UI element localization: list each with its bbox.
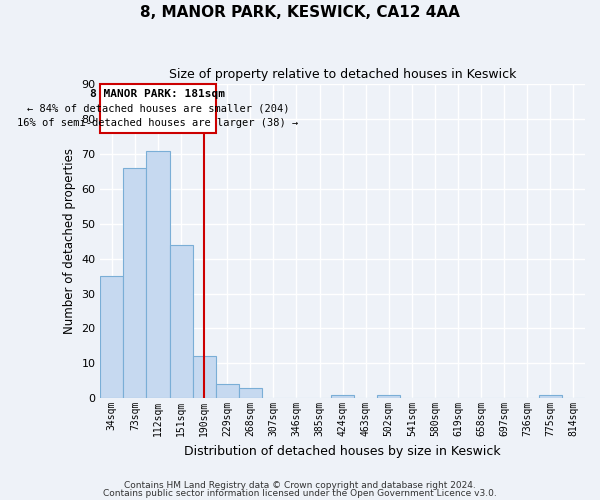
Bar [215, 384, 239, 398]
Bar [100, 276, 124, 398]
Text: 8 MANOR PARK: 181sqm: 8 MANOR PARK: 181sqm [91, 89, 226, 99]
X-axis label: Distribution of detached houses by size in Keswick: Distribution of detached houses by size … [184, 444, 501, 458]
Bar [239, 388, 262, 398]
Title: Size of property relative to detached houses in Keswick: Size of property relative to detached ho… [169, 68, 517, 80]
Bar [193, 356, 215, 398]
Text: Contains HM Land Registry data © Crown copyright and database right 2024.: Contains HM Land Registry data © Crown c… [124, 480, 476, 490]
Bar [170, 245, 193, 398]
Text: 8, MANOR PARK, KESWICK, CA12 4AA: 8, MANOR PARK, KESWICK, CA12 4AA [140, 5, 460, 20]
FancyBboxPatch shape [100, 84, 215, 133]
Y-axis label: Number of detached properties: Number of detached properties [63, 148, 76, 334]
Bar [124, 168, 146, 398]
Bar [146, 150, 170, 398]
Text: 16% of semi-detached houses are larger (38) →: 16% of semi-detached houses are larger (… [17, 118, 299, 128]
Bar [377, 394, 400, 398]
Text: Contains public sector information licensed under the Open Government Licence v3: Contains public sector information licen… [103, 489, 497, 498]
Text: ← 84% of detached houses are smaller (204): ← 84% of detached houses are smaller (20… [27, 104, 289, 114]
Bar [331, 394, 354, 398]
Bar [539, 394, 562, 398]
